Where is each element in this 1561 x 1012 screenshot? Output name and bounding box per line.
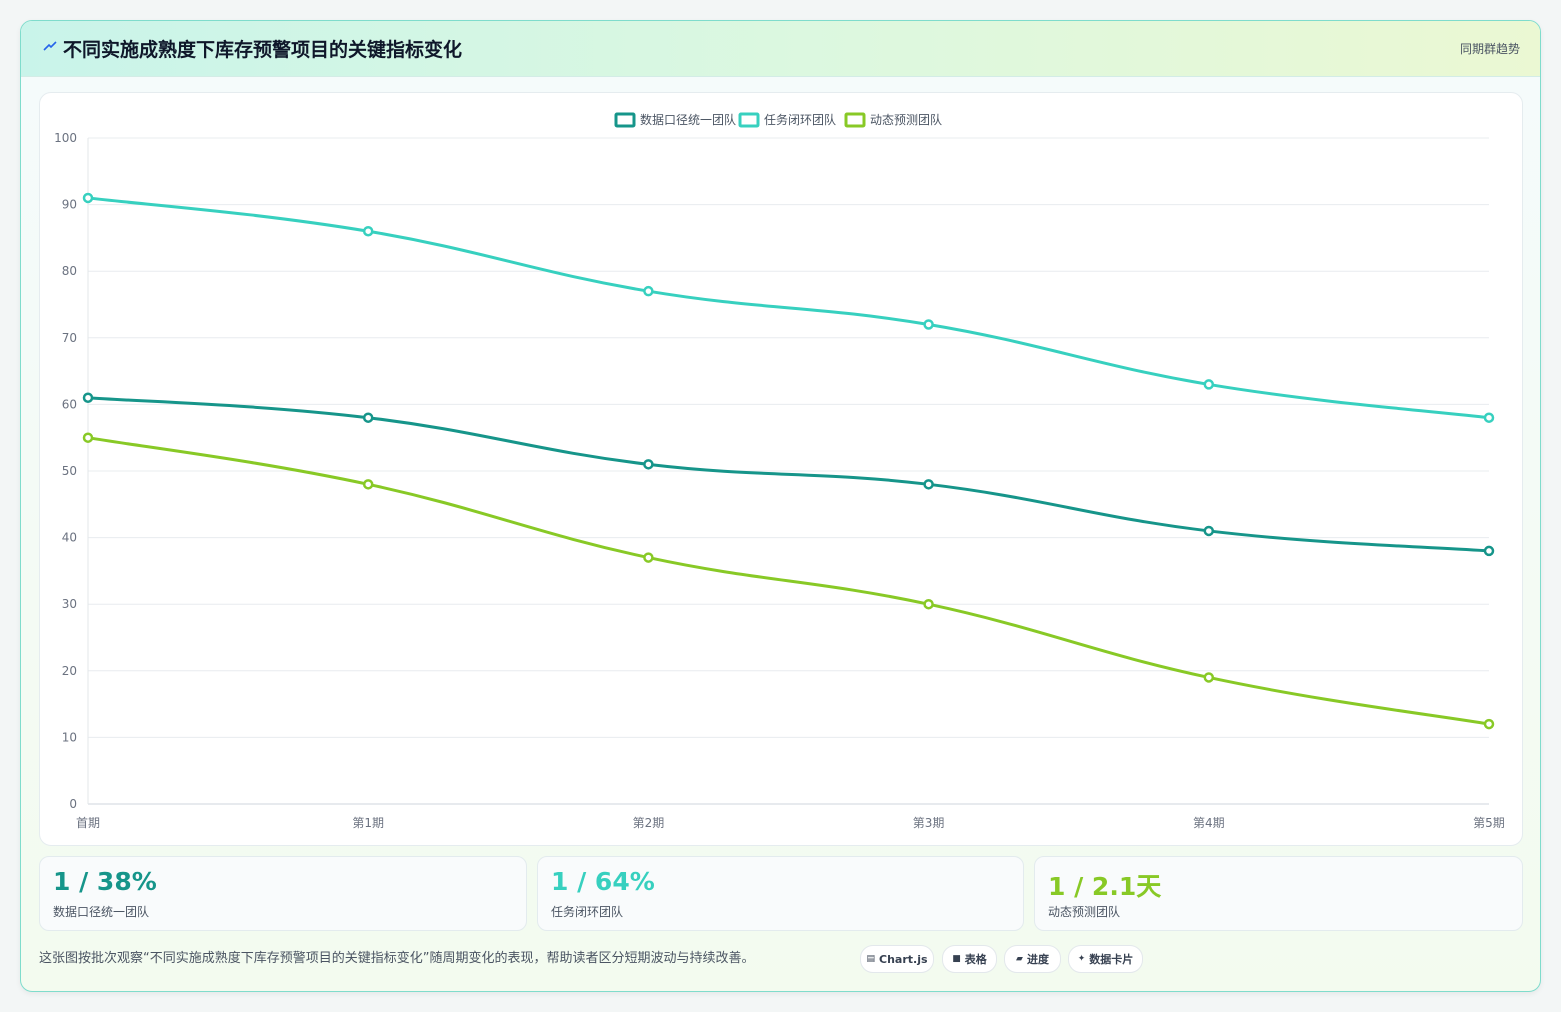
kpi-card-data-unify: 1 / 38% 数据口径统一团队 xyxy=(39,856,527,931)
chip-label: 进度 xyxy=(1026,953,1049,966)
data-point xyxy=(82,192,94,204)
y-tick-label: 70 xyxy=(62,331,77,345)
data-point xyxy=(82,432,94,443)
legend-label: 动态预测团队 xyxy=(870,112,942,127)
y-tick-label: 50 xyxy=(62,464,77,478)
data-point xyxy=(1203,379,1215,390)
data-point xyxy=(82,392,94,403)
data-point xyxy=(923,479,934,490)
series-line xyxy=(87,396,1490,553)
kpi-label: 任务闭环团队 xyxy=(551,905,624,919)
trend-icon xyxy=(43,41,57,51)
data-point xyxy=(643,459,654,470)
data-point xyxy=(1483,545,1495,557)
header-tag: 同期群趋势 xyxy=(1459,42,1520,56)
legend-item: 动态预测团队 xyxy=(844,112,942,128)
progress-icon: ▰ xyxy=(1016,954,1023,964)
chip-label: 表格 xyxy=(964,953,987,966)
legend-swatch xyxy=(844,112,866,128)
chip-data-card[interactable]: ✦ 数据卡片 xyxy=(1068,945,1143,973)
data-point xyxy=(643,285,654,297)
series-line xyxy=(87,436,1490,726)
table-icon: ■ xyxy=(952,954,961,964)
legend-label: 数据口径统一团队 xyxy=(640,112,736,127)
kpi-value: 1 / 64% xyxy=(551,867,655,896)
card-header: 不同实施成熟度下库存预警项目的关键指标变化 同期群趋势 xyxy=(21,21,1540,77)
y-tick-label: 0 xyxy=(69,797,77,811)
chip-label: 数据卡片 xyxy=(1089,953,1134,966)
x-tick-label: 第3期 xyxy=(913,816,945,830)
series-line xyxy=(87,196,1490,420)
y-tick-label: 20 xyxy=(62,664,77,678)
data-point xyxy=(1203,525,1215,537)
data-point xyxy=(1483,718,1495,730)
x-tick-label: 首期 xyxy=(76,816,100,830)
chip-progress[interactable]: ▰ 进度 xyxy=(1004,945,1061,973)
data-point xyxy=(1203,672,1215,683)
data-point xyxy=(362,225,374,237)
legend-item: 任务闭环团队 xyxy=(738,112,836,128)
kpi-value: 1 / 38% xyxy=(53,867,157,896)
data-point xyxy=(923,598,934,610)
data-point xyxy=(362,479,374,490)
legend-item: 数据口径统一团队 xyxy=(614,112,736,128)
chart-series xyxy=(82,192,1495,730)
data-point xyxy=(362,412,374,423)
y-tick-label: 80 xyxy=(62,264,77,278)
x-tick-label: 第2期 xyxy=(633,816,665,830)
legend-swatch xyxy=(614,112,636,128)
y-tick-label: 30 xyxy=(62,597,77,611)
kpi-label: 数据口径统一团队 xyxy=(53,905,150,919)
footer-note: 这张图按批次观察“不同实施成熟度下库存预警项目的关键指标变化”随周期变化的表现，… xyxy=(39,951,755,966)
y-tick-label: 90 xyxy=(62,198,77,212)
chart-grid xyxy=(87,137,1489,805)
data-point xyxy=(1483,412,1495,423)
chip-chartjs[interactable]: ▤ Chart.js xyxy=(860,945,934,973)
kpi-label: 动态预测团队 xyxy=(1048,905,1121,919)
x-axis: 首期 第1期 第2期 第3期 第4期 第5期 xyxy=(76,816,1505,830)
x-tick-label: 第5期 xyxy=(1473,816,1505,830)
chart-panel: 数据口径统一团队 任务闭环团队 动态预测团队 0 10 20 30 40 50 60 70 80 90… xyxy=(39,92,1523,846)
sparkle-icon: ✦ xyxy=(1077,954,1086,964)
chip-table[interactable]: ■ 表格 xyxy=(942,945,997,973)
chart-icon: ▤ xyxy=(866,954,875,964)
chart-legend: 数据口径统一团队 任务闭环团队 动态预测团队 xyxy=(614,112,942,128)
x-tick-label: 第1期 xyxy=(352,816,384,830)
y-axis: 0 10 20 30 40 50 60 70 80 90 100 xyxy=(54,131,77,811)
chip-label: Chart.js xyxy=(879,952,928,966)
data-point xyxy=(643,552,654,563)
data-point xyxy=(923,319,934,330)
kpi-card-dynamic-forecast: 1 / 2.1天 动态预测团队 xyxy=(1034,856,1523,931)
y-tick-label: 100 xyxy=(54,131,77,145)
x-tick-label: 第4期 xyxy=(1193,816,1225,830)
legend-swatch xyxy=(738,112,760,128)
y-tick-label: 60 xyxy=(62,397,77,411)
kpi-card-task-loop: 1 / 64% 任务闭环团队 xyxy=(537,856,1024,931)
dashboard-card: 不同实施成熟度下库存预警项目的关键指标变化 同期群趋势 数据口径统一团队任务闭环… xyxy=(20,20,1541,992)
kpi-value: 1 / 2.1天 xyxy=(1048,872,1162,901)
y-tick-label: 40 xyxy=(62,531,77,545)
legend-label: 任务闭环团队 xyxy=(764,112,836,127)
page-title: 不同实施成熟度下库存预警项目的关键指标变化 xyxy=(63,39,463,61)
y-tick-label: 10 xyxy=(62,730,77,744)
line-chart: 数据口径统一团队 任务闭环团队 动态预测团队 0 10 20 30 40 50 60 70 80 90… xyxy=(54,112,1505,830)
